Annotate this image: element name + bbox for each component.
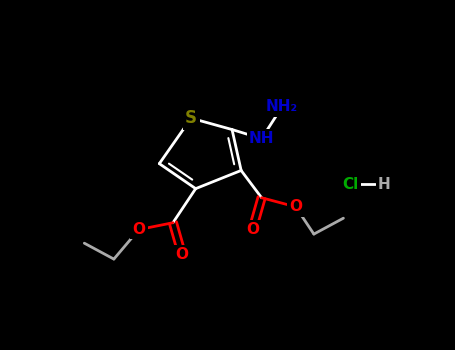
Text: O: O: [289, 199, 302, 214]
Text: Cl: Cl: [342, 177, 359, 191]
Text: S: S: [185, 109, 197, 127]
Text: O: O: [176, 247, 188, 262]
Text: NH: NH: [249, 131, 274, 146]
Text: NH₂: NH₂: [266, 99, 298, 114]
Text: H: H: [378, 177, 391, 191]
Text: O: O: [246, 222, 259, 237]
Text: O: O: [132, 222, 145, 237]
